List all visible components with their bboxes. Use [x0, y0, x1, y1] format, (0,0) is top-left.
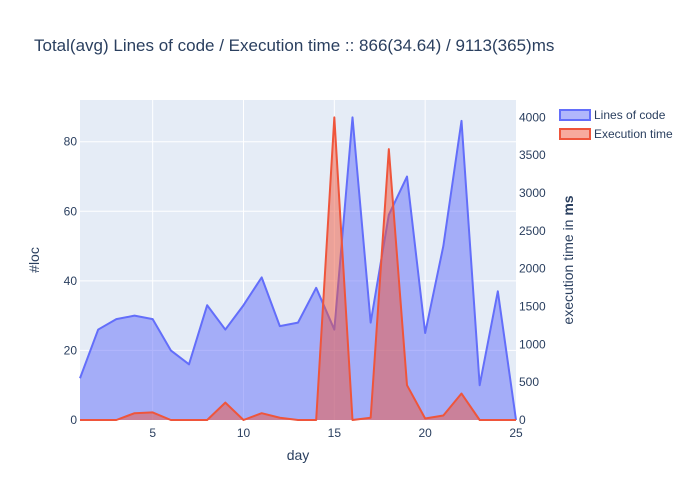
data-point-lines-of-code[interactable]	[131, 312, 139, 320]
data-point-lines-of-code[interactable]	[112, 315, 120, 323]
data-point-execution-time[interactable]	[131, 409, 139, 417]
y-right-tick-label: 1500	[519, 300, 546, 314]
axes-layer: 5 10 15 20 250204060800500100015002000250030…	[64, 110, 546, 440]
data-point-lines-of-code[interactable]	[203, 301, 211, 309]
data-point-lines-of-code[interactable]	[240, 301, 248, 309]
data-point-execution-time[interactable]	[421, 414, 429, 422]
x-tick-label: 5	[149, 426, 156, 440]
data-point-execution-time[interactable]	[276, 414, 284, 422]
y-left-tick-label: 80	[64, 135, 78, 149]
data-point-execution-time[interactable]	[185, 416, 193, 424]
data-point-execution-time[interactable]	[240, 416, 248, 424]
data-point-execution-time[interactable]	[330, 113, 338, 121]
data-point-execution-time[interactable]	[258, 409, 266, 417]
y-left-tick-label: 20	[64, 343, 78, 357]
legend-item-lines-of-code[interactable]: Lines of code	[559, 108, 666, 122]
x-tick-label: 10	[237, 426, 251, 440]
y-right-tick-label: 1000	[519, 337, 546, 351]
data-point-execution-time[interactable]	[294, 416, 302, 424]
y-right-tick-label: 500	[519, 375, 539, 389]
series-line-lines-of-code	[79, 116, 517, 421]
data-point-execution-time[interactable]	[203, 416, 211, 424]
data-point-lines-of-code[interactable]	[276, 322, 284, 330]
x-tick-label: 15	[328, 426, 342, 440]
legend-label-lines-of-code: Lines of code	[594, 108, 666, 122]
data-point-lines-of-code[interactable]	[458, 117, 466, 125]
legend-item-execution-time[interactable]: Execution time	[559, 127, 673, 141]
legend-label-execution-time: Execution time	[594, 127, 673, 141]
data-point-execution-time[interactable]	[439, 411, 447, 419]
legend-swatch-execution-time	[559, 128, 591, 140]
data-point-lines-of-code[interactable]	[403, 173, 411, 181]
data-point-execution-time[interactable]	[385, 145, 393, 153]
data-point-execution-time[interactable]	[349, 416, 357, 424]
y-left-tick-label: 0	[70, 413, 77, 427]
data-point-lines-of-code[interactable]	[149, 315, 157, 323]
data-point-execution-time[interactable]	[149, 408, 157, 416]
y-axis-title-right: execution time in ms	[560, 195, 576, 324]
data-point-lines-of-code[interactable]	[185, 360, 193, 368]
y-right-tick-label: 2000	[519, 262, 546, 276]
y-right-tick-label: 3500	[519, 148, 546, 162]
x-axis-title: day	[287, 447, 310, 463]
data-point-lines-of-code[interactable]	[258, 273, 266, 281]
y-axis-title-right-prefix: execution time in	[560, 216, 576, 325]
data-point-lines-of-code[interactable]	[312, 284, 320, 292]
data-point-lines-of-code[interactable]	[94, 326, 102, 334]
y-axis-title-right-unit: ms	[560, 195, 576, 215]
y-right-tick-label: 2500	[519, 224, 546, 238]
data-point-lines-of-code[interactable]	[476, 381, 484, 389]
data-point-execution-time[interactable]	[494, 416, 502, 424]
data-point-execution-time[interactable]	[476, 416, 484, 424]
data-point-lines-of-code[interactable]	[167, 346, 175, 354]
legend[interactable]: Lines of code Execution time	[559, 108, 673, 141]
data-point-execution-time[interactable]	[76, 416, 84, 424]
data-point-execution-time[interactable]	[112, 416, 120, 424]
series-layer	[76, 113, 517, 424]
series-line-execution-time	[80, 116, 516, 421]
data-point-lines-of-code[interactable]	[294, 319, 302, 327]
y-left-tick-label: 40	[64, 274, 78, 288]
y-right-tick-label: 3000	[519, 186, 546, 200]
data-point-lines-of-code[interactable]	[76, 374, 84, 382]
data-point-execution-time[interactable]	[312, 416, 320, 424]
data-point-execution-time[interactable]	[221, 399, 229, 407]
data-point-lines-of-code[interactable]	[439, 242, 447, 250]
chart-title: Total(avg) Lines of code / Execution tim…	[34, 36, 554, 55]
data-point-execution-time[interactable]	[94, 416, 102, 424]
data-point-execution-time[interactable]	[458, 390, 466, 398]
data-point-lines-of-code[interactable]	[367, 319, 375, 327]
y-right-tick-label: 0	[519, 413, 526, 427]
x-tick-label: 25	[509, 426, 523, 440]
y-axis-title-left: #loc	[26, 247, 42, 273]
data-point-execution-time[interactable]	[367, 414, 375, 422]
legend-swatch-lines-of-code	[559, 109, 591, 121]
data-point-execution-time[interactable]	[167, 416, 175, 424]
data-point-lines-of-code[interactable]	[221, 326, 229, 334]
series-area-lines-of-code	[80, 117, 516, 420]
data-point-execution-time[interactable]	[403, 381, 411, 389]
data-point-lines-of-code[interactable]	[421, 329, 429, 337]
data-point-lines-of-code[interactable]	[494, 287, 502, 295]
x-tick-label: 20	[418, 426, 432, 440]
y-left-tick-label: 60	[64, 204, 78, 218]
y-right-tick-label: 4000	[519, 110, 546, 124]
data-point-lines-of-code[interactable]	[349, 113, 357, 121]
